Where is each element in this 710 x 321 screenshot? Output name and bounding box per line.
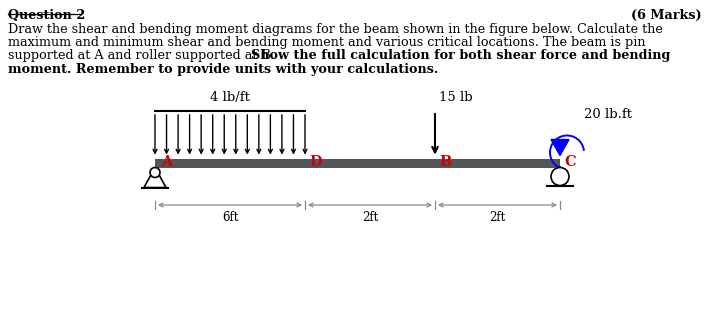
Text: supported at A and roller supported at B.: supported at A and roller supported at B…	[8, 49, 279, 62]
Text: 15 lb: 15 lb	[439, 91, 473, 104]
Text: (6 Marks): (6 Marks)	[631, 9, 702, 22]
Circle shape	[150, 168, 160, 178]
Polygon shape	[551, 140, 569, 155]
Text: A: A	[161, 155, 173, 169]
Text: C: C	[564, 155, 576, 169]
Text: maximum and minimum shear and bending moment and various critical locations. The: maximum and minimum shear and bending mo…	[8, 36, 645, 49]
Text: 20 lb.ft: 20 lb.ft	[584, 108, 632, 120]
Text: Draw the shear and bending moment diagrams for the beam shown in the figure belo: Draw the shear and bending moment diagra…	[8, 23, 663, 36]
Bar	[155, 159, 560, 168]
Text: 2ft: 2ft	[362, 211, 378, 224]
Text: Show the full calculation for both shear force and bending: Show the full calculation for both shear…	[251, 49, 670, 62]
Text: Question 2: Question 2	[8, 9, 85, 22]
Text: B: B	[439, 155, 452, 169]
Text: D: D	[309, 155, 322, 169]
Text: 6ft: 6ft	[222, 211, 238, 224]
Polygon shape	[144, 168, 166, 187]
Text: 2ft: 2ft	[489, 211, 506, 224]
Circle shape	[551, 168, 569, 186]
Text: moment. Remember to provide units with your calculations.: moment. Remember to provide units with y…	[8, 63, 438, 76]
Text: 4 lb/ft: 4 lb/ft	[210, 91, 250, 104]
